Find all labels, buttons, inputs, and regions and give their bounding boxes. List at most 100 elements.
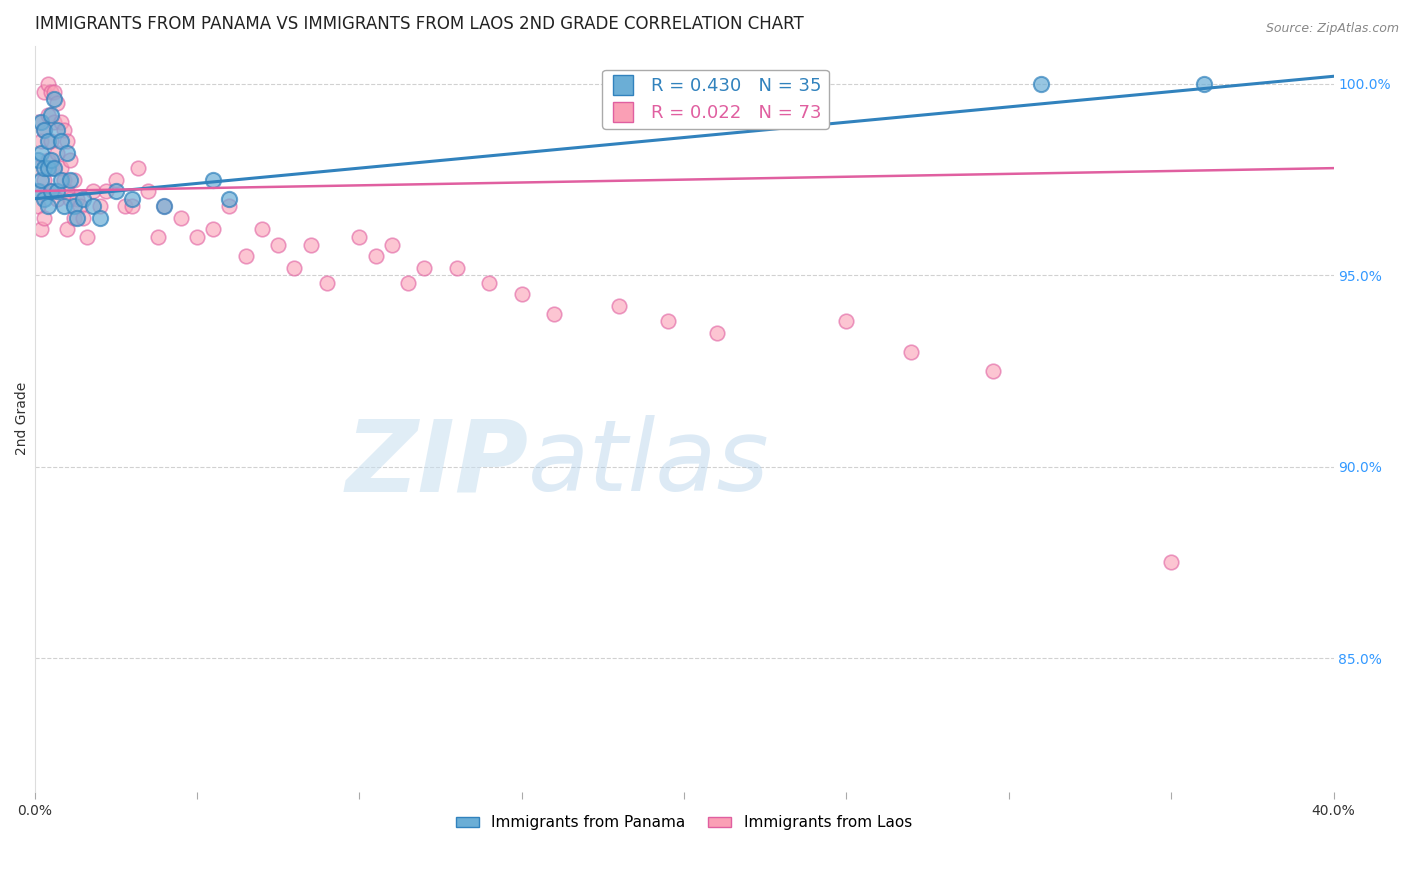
Point [42, 161, 65, 175]
Point [46, 184, 69, 198]
Point [59, 153, 82, 168]
Point [835, 314, 858, 328]
Point [607, 299, 630, 313]
Point [49, 161, 72, 175]
Point [30, 145, 52, 160]
Point [121, 192, 143, 206]
Point [218, 192, 240, 206]
Point [56, 134, 79, 148]
Point [69, 199, 91, 213]
Y-axis label: 2nd Grade: 2nd Grade [15, 382, 30, 456]
Point [49, 172, 72, 186]
Point [235, 249, 257, 263]
Point [114, 199, 136, 213]
Point [46, 96, 69, 111]
Point [446, 260, 468, 275]
Point [218, 199, 240, 213]
Point [543, 307, 565, 321]
Point [82, 184, 104, 198]
Point [657, 314, 679, 328]
Point [52, 123, 75, 137]
Point [42, 92, 65, 106]
Point [27, 115, 49, 129]
Point [30, 184, 52, 198]
Point [76, 230, 98, 244]
Point [104, 184, 127, 198]
Point [34, 161, 56, 175]
Point [104, 172, 127, 186]
Point [510, 287, 533, 301]
Point [82, 199, 104, 213]
Point [34, 85, 56, 99]
Point [42, 115, 65, 129]
Point [52, 199, 75, 213]
Point [34, 123, 56, 137]
Point [349, 230, 371, 244]
Point [66, 192, 89, 206]
Point [46, 192, 69, 206]
Point [34, 123, 56, 137]
Point [706, 326, 728, 340]
Point [27, 199, 49, 213]
Point [1160, 555, 1182, 569]
Point [56, 184, 79, 198]
Point [39, 134, 62, 148]
Point [39, 85, 62, 99]
Point [37, 153, 59, 168]
Point [89, 211, 111, 225]
Point [62, 211, 84, 225]
Point [66, 211, 89, 225]
Point [202, 222, 225, 236]
Point [72, 211, 94, 225]
Point [72, 192, 94, 206]
Point [364, 249, 387, 263]
Point [39, 184, 62, 198]
Point [49, 134, 72, 148]
Point [900, 344, 922, 359]
Point [89, 199, 111, 213]
Text: atlas: atlas [529, 415, 769, 512]
Point [153, 199, 176, 213]
Point [146, 230, 169, 244]
Point [49, 115, 72, 129]
Text: ZIP: ZIP [344, 415, 529, 512]
Point [121, 199, 143, 213]
Point [127, 161, 149, 175]
Point [153, 199, 176, 213]
Point [250, 222, 273, 236]
Point [42, 161, 65, 175]
Point [39, 153, 62, 168]
Point [94, 184, 117, 198]
Text: Source: ZipAtlas.com: Source: ZipAtlas.com [1265, 22, 1399, 36]
Point [46, 123, 69, 137]
Text: IMMIGRANTS FROM PANAMA VS IMMIGRANTS FROM LAOS 2ND GRADE CORRELATION CHART: IMMIGRANTS FROM PANAMA VS IMMIGRANTS FRO… [35, 15, 803, 33]
Point [56, 145, 79, 160]
Point [37, 107, 59, 121]
Point [1031, 77, 1053, 91]
Point [56, 222, 79, 236]
Point [30, 222, 52, 236]
Point [283, 260, 305, 275]
Point [30, 115, 52, 129]
Point [478, 276, 501, 290]
Point [30, 134, 52, 148]
Point [1192, 77, 1215, 91]
Point [34, 211, 56, 225]
Point [34, 192, 56, 206]
Legend: Immigrants from Panama, Immigrants from Laos: Immigrants from Panama, Immigrants from … [450, 809, 918, 837]
Point [202, 172, 225, 186]
Point [981, 364, 1004, 378]
Point [186, 230, 208, 244]
Point [42, 85, 65, 99]
Point [59, 172, 82, 186]
Point [34, 172, 56, 186]
Point [30, 172, 52, 186]
Point [27, 153, 49, 168]
Point [136, 184, 159, 198]
Point [37, 77, 59, 91]
Point [396, 276, 419, 290]
Point [315, 276, 337, 290]
Point [27, 161, 49, 175]
Point [381, 237, 404, 252]
Point [39, 184, 62, 198]
